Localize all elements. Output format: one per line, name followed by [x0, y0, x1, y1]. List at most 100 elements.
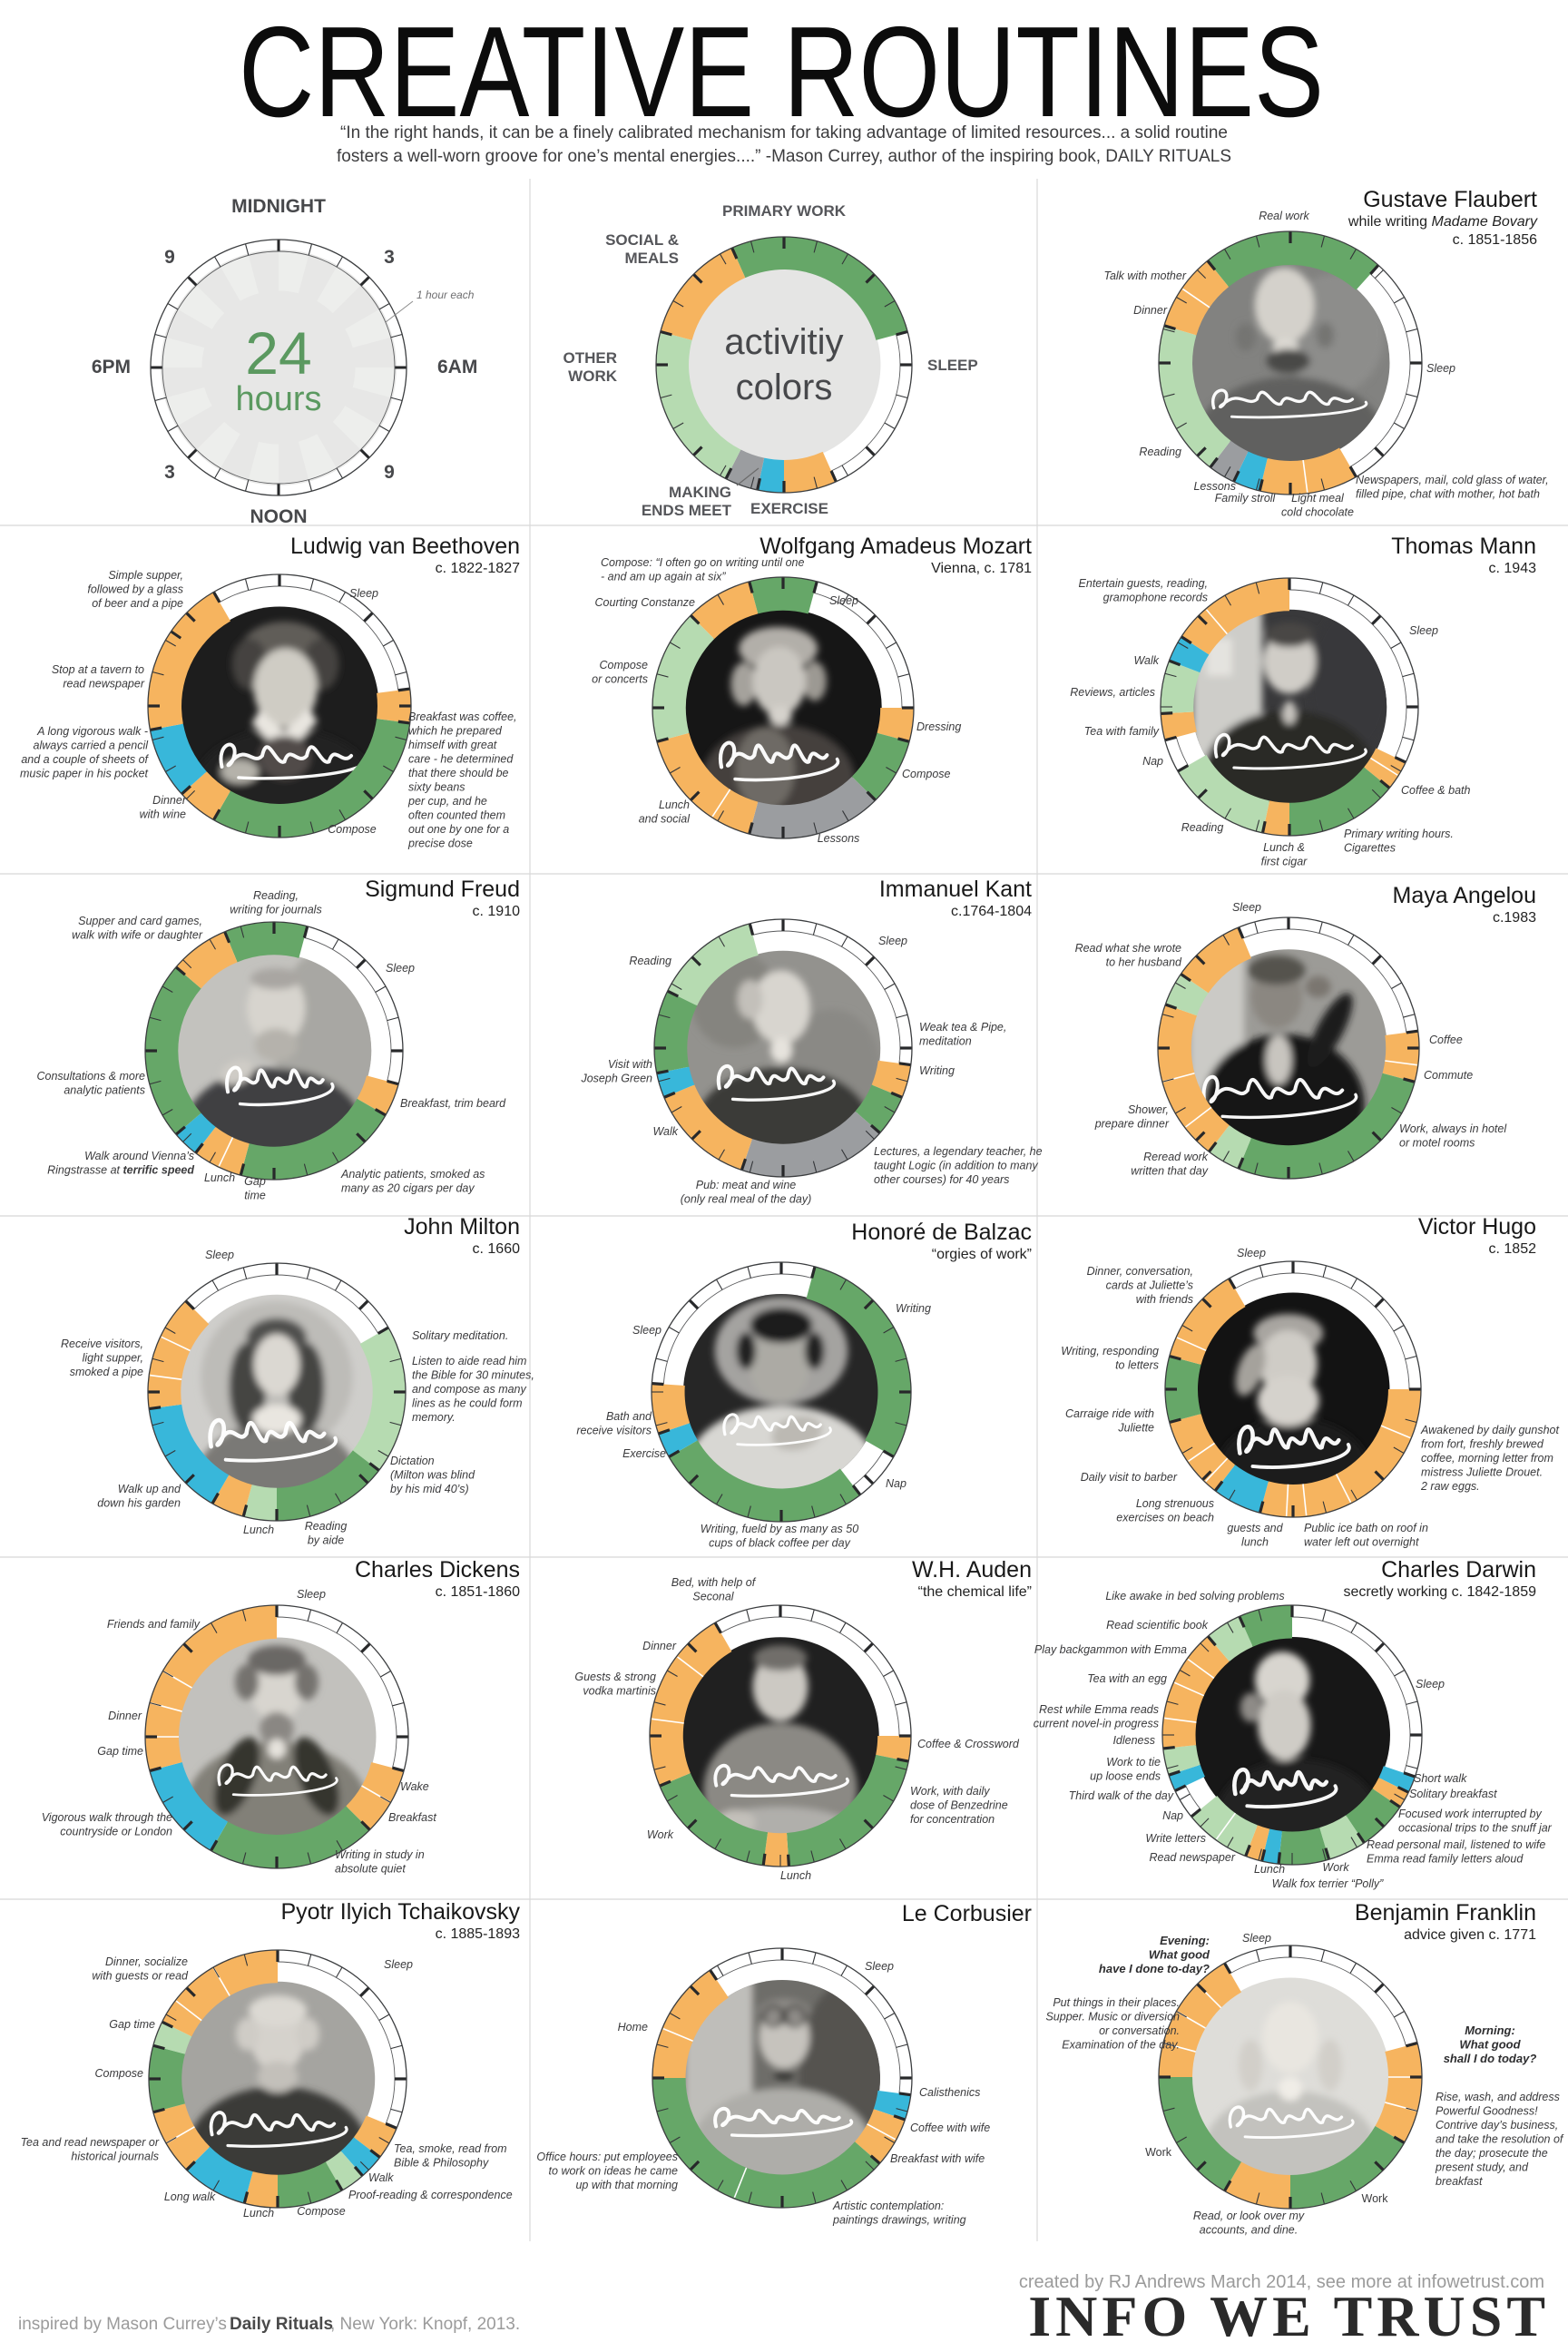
svg-text:Sleep: Sleep — [384, 1958, 413, 1971]
svg-text:SLEEP: SLEEP — [927, 357, 978, 374]
svg-text:Exercise: Exercise — [622, 1447, 666, 1460]
svg-text:Dinner: Dinner — [642, 1640, 677, 1652]
svg-text:Reading,writing for journals: Reading, writing for journals — [230, 889, 321, 916]
svg-text:c. 1851-1860: c. 1851-1860 — [436, 1584, 521, 1600]
svg-text:Ludwig van Beethoven: Ludwig van Beethoven — [290, 534, 520, 559]
svg-text:Short walk: Short walk — [1414, 1772, 1467, 1785]
svg-text:c. 1851-1856: c. 1851-1856 — [1453, 232, 1538, 248]
svg-text:Pub: meat and wine(only real m: Pub: meat and wine (only real meal of the… — [681, 1179, 812, 1206]
svg-text:Simple supper,followed by a gl: Simple supper, followed by a glass of beer… — [87, 569, 183, 610]
svg-text:Real work: Real work — [1259, 210, 1309, 222]
svg-text:Solitary meditation.: Solitary meditation. — [412, 1329, 508, 1342]
svg-text:“the chemical life”: “the chemical life” — [918, 1584, 1032, 1600]
svg-text:Receive visitors,light supper,: Receive visitors, light supper, smoked a p… — [61, 1338, 143, 1378]
svg-text:Idleness: Idleness — [1112, 1734, 1155, 1747]
svg-text:Benjamin Franklin: Benjamin Franklin — [1355, 1900, 1536, 1926]
svg-text:Work: Work — [647, 1828, 674, 1841]
svg-text:secretly working c. 1842-1859: secretly working c. 1842-1859 — [1343, 1584, 1536, 1600]
svg-text:Lunch: Lunch — [204, 1171, 235, 1184]
svg-text:Coffee: Coffee — [1429, 1034, 1463, 1046]
svg-text:Breakfast with wife: Breakfast with wife — [890, 2152, 985, 2165]
svg-text:Writing: Writing — [919, 1064, 955, 1077]
svg-text:Sleep: Sleep — [829, 594, 858, 607]
svg-text:INFO WE TRUST: INFO WE TRUST — [1028, 2284, 1550, 2348]
svg-text:Sleep: Sleep — [1242, 1932, 1271, 1945]
svg-text:Dinner: Dinner — [108, 1710, 142, 1722]
svg-text:Read personal mail, listened t: Read personal mail, listened to wife Emma… — [1367, 1838, 1545, 1866]
svg-text:Sleep: Sleep — [1426, 362, 1455, 375]
svg-text:Breakfast, trim beard: Breakfast, trim beard — [400, 1097, 506, 1110]
svg-text:Honoré de Balzac: Honoré de Balzac — [851, 1220, 1032, 1245]
svg-text:Sleep: Sleep — [349, 587, 378, 600]
svg-text:activitiy: activitiy — [724, 322, 843, 362]
svg-text:Nap: Nap — [1162, 1809, 1183, 1822]
svg-text:3: 3 — [384, 247, 395, 268]
svg-text:Commute: Commute — [1424, 1069, 1473, 1082]
svg-text:c. 1660: c. 1660 — [473, 1241, 521, 1257]
svg-text:Walk fox terrier “Polly”: Walk fox terrier “Polly” — [1272, 1877, 1385, 1890]
svg-text:Primary writing hours.Cigarett: Primary writing hours. Cigarettes — [1344, 828, 1454, 855]
svg-text:Daily visit to barber: Daily visit to barber — [1081, 1471, 1178, 1484]
svg-text:Artistic contemplation:paintin: Artistic contemplation: paintings drawing… — [832, 2200, 966, 2227]
svg-text:24: 24 — [245, 319, 311, 387]
svg-text:Lessons: Lessons — [1193, 480, 1236, 493]
svg-text:Sleep: Sleep — [878, 935, 907, 947]
svg-text:Wake: Wake — [400, 1780, 429, 1793]
svg-text:Dressing: Dressing — [916, 720, 961, 733]
svg-text:6AM: 6AM — [437, 357, 477, 377]
svg-text:Victor Hugo: Victor Hugo — [1418, 1214, 1536, 1240]
svg-text:Play backgammon with Emma: Play backgammon with Emma — [1034, 1643, 1187, 1656]
svg-text:A long vigorous walk -always c: A long vigorous walk -always carried a p… — [20, 725, 150, 780]
svg-text:Long walk: Long walk — [164, 2190, 216, 2203]
svg-text:Write letters: Write letters — [1145, 1832, 1206, 1845]
svg-text:EXERCISE: EXERCISE — [750, 500, 828, 517]
svg-text:SOCIAL &MEALS: SOCIAL & MEALS — [605, 231, 679, 267]
svg-text:Writing, fueld by as many as 5: Writing, fueld by as many as 50 cups of b… — [701, 1523, 858, 1550]
svg-text:c. 1943: c. 1943 — [1489, 561, 1537, 576]
svg-text:Nap: Nap — [886, 1477, 906, 1490]
svg-text:Compose: Compose — [328, 823, 377, 836]
svg-text:Dinner: Dinner — [1133, 304, 1168, 317]
svg-text:Solitary breakfast: Solitary breakfast — [1409, 1788, 1497, 1800]
svg-text:Lunch: Lunch — [1254, 1863, 1285, 1876]
svg-text:Walk: Walk — [652, 1125, 678, 1138]
svg-text:Coffee & bath: Coffee & bath — [1401, 784, 1470, 797]
svg-text:Lunch: Lunch — [243, 2207, 274, 2220]
svg-text:Wolfgang Amadeus Mozart: Wolfgang Amadeus Mozart — [760, 534, 1032, 559]
svg-text:inspired by Mason Currey’s: inspired by Mason Currey’s — [18, 2315, 227, 2334]
svg-text:Lunch: Lunch — [780, 1869, 811, 1882]
svg-text:Calisthenics: Calisthenics — [919, 2086, 980, 2099]
svg-text:Compose: Compose — [95, 2067, 144, 2080]
svg-text:6PM: 6PM — [92, 357, 131, 377]
svg-text:Family stroll: Family stroll — [1215, 492, 1277, 505]
svg-text:NOON: NOON — [250, 506, 308, 527]
svg-text:Work: Work — [1362, 2192, 1389, 2205]
svg-text:Coffee & Crossword: Coffee & Crossword — [917, 1738, 1020, 1750]
svg-text:Daily Rituals: Daily Rituals — [230, 2315, 333, 2334]
svg-text:9: 9 — [164, 247, 175, 268]
svg-text:Breakfast: Breakfast — [388, 1811, 436, 1824]
svg-text:created by RJ Andrews March 20: created by RJ Andrews March 2014, see mo… — [1019, 2272, 1544, 2292]
svg-text:Charles Darwin: Charles Darwin — [1381, 1557, 1536, 1583]
svg-text:Lessons: Lessons — [818, 832, 860, 845]
svg-text:Friends and family: Friends and family — [107, 1618, 201, 1631]
svg-text:Compose: Compose — [902, 768, 951, 780]
